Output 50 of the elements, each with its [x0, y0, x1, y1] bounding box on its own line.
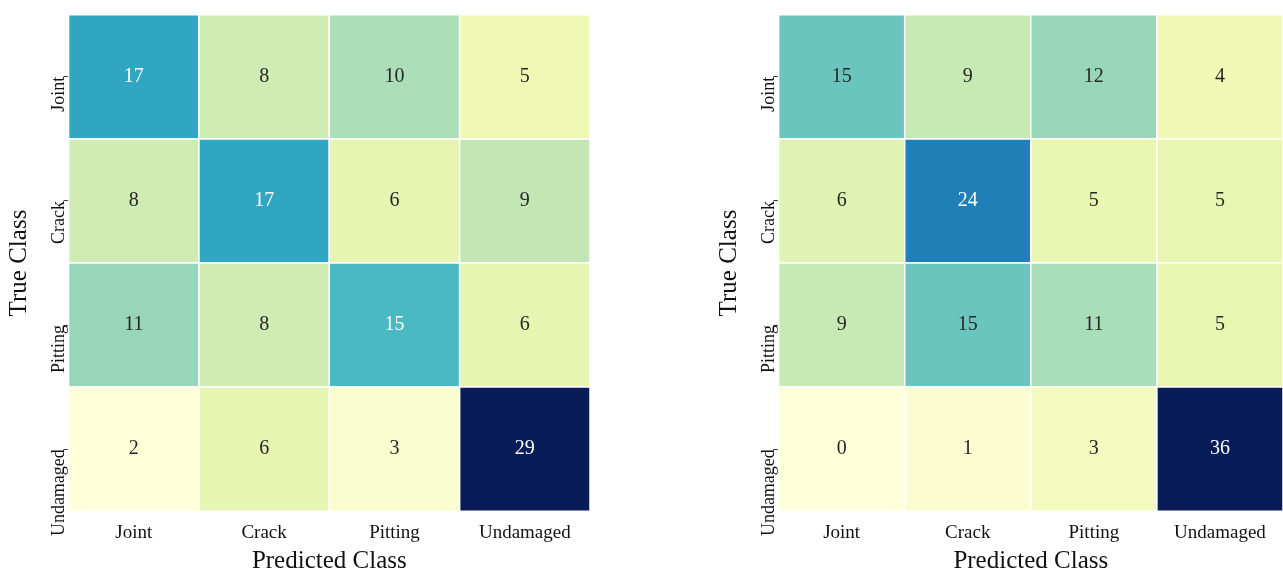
data-label: 9: [962, 64, 973, 87]
y-tick-label: Crack: [48, 200, 69, 244]
data-label: 17: [254, 188, 275, 211]
x-tick-label: Undamaged: [1174, 520, 1267, 542]
data-label: 17: [123, 64, 144, 87]
data-label: 8: [128, 188, 139, 211]
data-label: 5: [519, 64, 530, 87]
data-label: 15: [831, 64, 852, 87]
data-label: 5: [1214, 188, 1225, 211]
data-label: 36: [1209, 436, 1230, 459]
data-label: 6: [836, 188, 847, 211]
data-label: 1: [962, 436, 973, 459]
data-label: 10: [384, 64, 405, 87]
data-label: 29: [514, 436, 535, 459]
data-label: 12: [1083, 64, 1104, 87]
data-label: 8: [259, 64, 270, 87]
y-tick-label: Joint: [48, 76, 69, 112]
data-label: 24: [957, 188, 978, 211]
data-label: 3: [389, 436, 400, 459]
data-label: 6: [519, 312, 530, 335]
data-label: 2: [128, 436, 139, 459]
x-tick-label: Joint: [115, 520, 153, 542]
data-label: 11: [1084, 312, 1104, 335]
data-label: 6: [389, 188, 400, 211]
x-tick-label: Joint: [823, 520, 861, 542]
data-label: 15: [384, 312, 405, 335]
y-tick-label: Pitting: [758, 325, 779, 374]
x-axis-title: Predicted Class: [251, 545, 407, 573]
x-axis-title: Predicted Class: [953, 545, 1109, 573]
x-tick-label: Crack: [241, 520, 288, 542]
y-tick-label: Pitting: [48, 325, 69, 374]
x-tick-label: Undamaged: [478, 520, 572, 542]
data-label: 6: [259, 436, 270, 459]
y-tick-label: Crack: [758, 200, 779, 244]
y-axis-title: True Class: [713, 209, 741, 317]
data-label: 3: [1088, 436, 1099, 459]
data-label: 5: [1214, 312, 1225, 335]
data-label: 0: [836, 436, 847, 459]
data-label: 4: [1214, 64, 1225, 87]
data-label: 9: [836, 312, 847, 335]
data-label: 11: [124, 312, 144, 335]
data-label: 8: [259, 312, 270, 335]
x-tick-label: Crack: [945, 520, 991, 542]
data-label: 15: [957, 312, 978, 335]
data-label: 9: [519, 188, 530, 211]
x-tick-label: Pitting: [369, 520, 421, 542]
x-tick-label: Pitting: [1068, 520, 1120, 542]
y-axis-title: True Class: [3, 209, 31, 317]
y-tick-label: Joint: [758, 76, 779, 112]
data-label: 5: [1088, 188, 1099, 211]
